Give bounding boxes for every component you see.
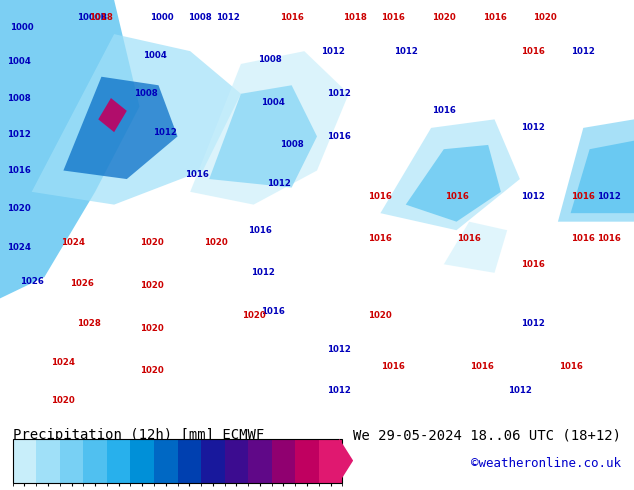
Polygon shape bbox=[63, 77, 178, 179]
Text: 1020: 1020 bbox=[368, 311, 392, 320]
Text: 1016: 1016 bbox=[432, 106, 456, 115]
Text: 1012: 1012 bbox=[327, 345, 351, 354]
Text: 1016: 1016 bbox=[381, 362, 405, 371]
Text: 1018: 1018 bbox=[343, 13, 367, 22]
Text: 1020: 1020 bbox=[7, 204, 31, 213]
Text: 1004: 1004 bbox=[261, 98, 285, 107]
Text: 1020: 1020 bbox=[432, 13, 456, 22]
Text: 1024: 1024 bbox=[7, 243, 31, 252]
Text: 1020: 1020 bbox=[533, 13, 557, 22]
Text: 1000: 1000 bbox=[150, 13, 174, 22]
Text: 1012: 1012 bbox=[597, 192, 621, 200]
Text: 1012: 1012 bbox=[153, 128, 177, 137]
Text: 1028: 1028 bbox=[77, 319, 101, 328]
Text: 1016: 1016 bbox=[444, 192, 469, 200]
Text: 1012: 1012 bbox=[508, 386, 532, 394]
Text: 1024: 1024 bbox=[61, 239, 85, 247]
Text: 1008: 1008 bbox=[257, 55, 281, 64]
Text: 1016: 1016 bbox=[368, 234, 392, 243]
Text: 1012: 1012 bbox=[521, 192, 545, 200]
Text: 1000: 1000 bbox=[10, 23, 34, 32]
Text: 1016: 1016 bbox=[521, 260, 545, 269]
Text: 1020: 1020 bbox=[51, 396, 75, 405]
Polygon shape bbox=[339, 439, 353, 483]
Text: 1018: 1018 bbox=[89, 13, 113, 22]
Text: 1012: 1012 bbox=[7, 130, 31, 139]
Polygon shape bbox=[571, 141, 634, 213]
Text: 1016: 1016 bbox=[457, 234, 481, 243]
Text: 1012: 1012 bbox=[521, 319, 545, 328]
Text: 1016: 1016 bbox=[559, 362, 583, 371]
Text: 1008: 1008 bbox=[134, 89, 158, 98]
Text: 1024: 1024 bbox=[51, 358, 75, 367]
Text: 1016: 1016 bbox=[327, 132, 351, 141]
Text: 1012: 1012 bbox=[216, 13, 240, 22]
Text: 1012: 1012 bbox=[267, 179, 291, 188]
Text: 1008: 1008 bbox=[188, 13, 212, 22]
Polygon shape bbox=[380, 120, 520, 230]
Polygon shape bbox=[190, 51, 349, 205]
Polygon shape bbox=[406, 145, 501, 221]
Text: 1004: 1004 bbox=[143, 51, 167, 60]
Polygon shape bbox=[209, 85, 317, 188]
Text: Precipitation (12h) [mm] ECMWF: Precipitation (12h) [mm] ECMWF bbox=[13, 428, 264, 442]
Polygon shape bbox=[98, 98, 127, 132]
Text: 1012: 1012 bbox=[394, 47, 418, 56]
Text: 1020: 1020 bbox=[140, 367, 164, 375]
Text: 1016: 1016 bbox=[368, 192, 392, 200]
Text: 1008: 1008 bbox=[7, 94, 31, 102]
Text: 1012: 1012 bbox=[251, 269, 275, 277]
Text: 1026: 1026 bbox=[70, 279, 94, 288]
Text: We 29-05-2024 18..06 UTC (18+12): We 29-05-2024 18..06 UTC (18+12) bbox=[353, 428, 621, 442]
Text: 1000B: 1000B bbox=[77, 13, 107, 22]
Text: 1016: 1016 bbox=[280, 13, 304, 22]
Text: 1016: 1016 bbox=[184, 171, 209, 179]
Text: 1016: 1016 bbox=[482, 13, 507, 22]
Text: 1016: 1016 bbox=[521, 47, 545, 56]
Text: 1020: 1020 bbox=[140, 281, 164, 290]
Text: 1016: 1016 bbox=[7, 166, 31, 175]
Text: 1004: 1004 bbox=[7, 57, 31, 66]
Text: 1012: 1012 bbox=[327, 89, 351, 98]
Polygon shape bbox=[558, 120, 634, 221]
Polygon shape bbox=[0, 0, 139, 298]
Polygon shape bbox=[444, 221, 507, 273]
Text: 1016: 1016 bbox=[381, 13, 405, 22]
Text: 1008: 1008 bbox=[280, 141, 304, 149]
Text: 1026: 1026 bbox=[20, 277, 44, 286]
Text: 1020: 1020 bbox=[242, 311, 266, 320]
Text: 1020: 1020 bbox=[204, 239, 228, 247]
Text: 1020: 1020 bbox=[140, 239, 164, 247]
Text: 1012: 1012 bbox=[521, 123, 545, 132]
Text: ©weatheronline.co.uk: ©weatheronline.co.uk bbox=[471, 457, 621, 470]
Text: 1020: 1020 bbox=[140, 324, 164, 333]
Text: 1016: 1016 bbox=[261, 307, 285, 316]
Text: 1016: 1016 bbox=[571, 234, 595, 243]
Polygon shape bbox=[32, 34, 241, 205]
Text: 1016: 1016 bbox=[470, 362, 494, 371]
Text: 1016: 1016 bbox=[571, 192, 595, 200]
Text: 1016: 1016 bbox=[248, 226, 272, 235]
Text: 1016: 1016 bbox=[597, 234, 621, 243]
Text: 1012: 1012 bbox=[327, 386, 351, 394]
Text: 1012: 1012 bbox=[321, 47, 345, 56]
Text: 1012: 1012 bbox=[571, 47, 595, 56]
